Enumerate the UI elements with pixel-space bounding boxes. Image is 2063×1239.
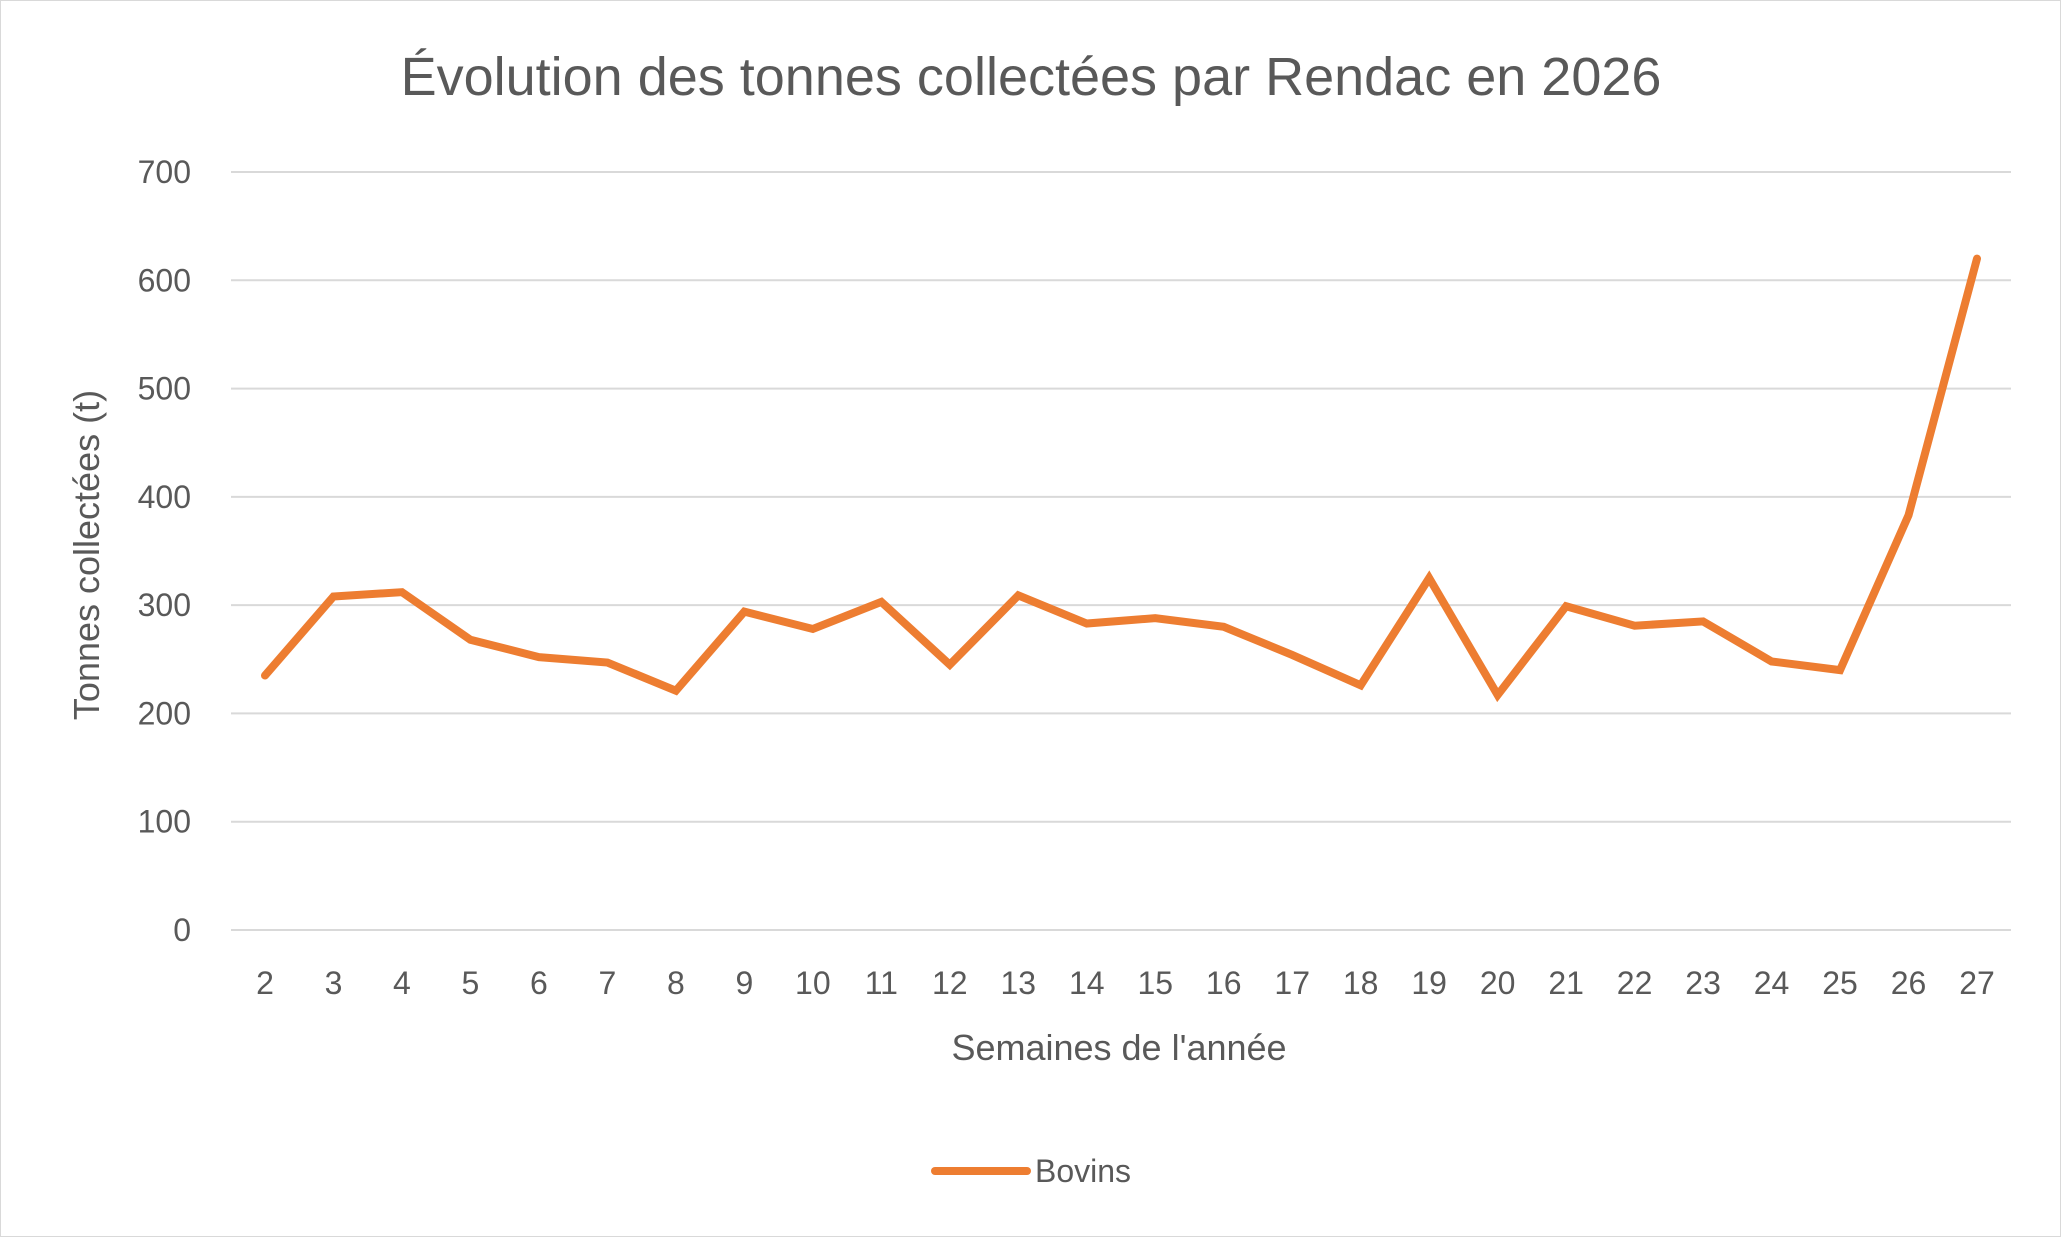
y-tick-label: 500 (138, 371, 191, 407)
y-tick-label: 700 (138, 154, 191, 190)
x-tick-label: 13 (1000, 965, 1036, 1001)
x-tick-label: 16 (1206, 965, 1242, 1001)
x-tick-label: 24 (1754, 965, 1790, 1001)
x-tick-label: 21 (1548, 965, 1584, 1001)
x-tick-label: 22 (1617, 965, 1653, 1001)
x-tick-label: 17 (1274, 965, 1310, 1001)
y-tick-label: 200 (138, 695, 191, 731)
x-tick-label: 18 (1343, 965, 1379, 1001)
x-tick-label: 8 (667, 965, 685, 1001)
x-tick-label: 15 (1137, 965, 1173, 1001)
x-axis-title: Semaines de l'année (951, 1027, 1286, 1068)
x-tick-label: 5 (462, 965, 480, 1001)
x-tick-label: 2 (256, 965, 274, 1001)
y-tick-label: 100 (138, 804, 191, 840)
chart-title: Évolution des tonnes collectées par Rend… (401, 47, 1662, 107)
x-tick-label: 14 (1069, 965, 1105, 1001)
x-tick-label: 10 (795, 965, 831, 1001)
x-tick-label: 4 (393, 965, 411, 1001)
x-tick-label: 7 (599, 965, 617, 1001)
x-axis-ticks: 2 3 4 5 6 7 8 9 10 11 12 13 14 15 16 17 18 19 20 21 22 23 24 25… (256, 965, 1995, 1001)
x-tick-label: 26 (1891, 965, 1927, 1001)
y-tick-label: 300 (138, 587, 191, 623)
x-tick-label: 12 (932, 965, 968, 1001)
y-tick-label: 400 (138, 479, 191, 515)
y-axis-title: Tonnes collectées (t) (66, 390, 107, 720)
x-tick-label: 25 (1822, 965, 1858, 1001)
grid-layer (231, 171, 2011, 931)
y-axis-ticks: 0 100 200 300 400 500 600 700 (138, 154, 191, 948)
x-tick-label: 20 (1480, 965, 1516, 1001)
x-tick-label: 6 (530, 965, 548, 1001)
x-tick-label: 23 (1685, 965, 1721, 1001)
legend: Bovins (931, 1153, 1131, 1189)
y-tick-label: 0 (173, 912, 191, 948)
x-tick-label: 11 (865, 965, 898, 1001)
series-line-bovins (261, 254, 1981, 703)
x-tick-label: 3 (325, 965, 343, 1001)
x-tick-label: 9 (735, 965, 753, 1001)
x-tick-label: 27 (1959, 965, 1995, 1001)
y-tick-label: 600 (138, 262, 191, 298)
x-tick-label: 19 (1411, 965, 1447, 1001)
legend-label-bovins: Bovins (1035, 1153, 1131, 1189)
